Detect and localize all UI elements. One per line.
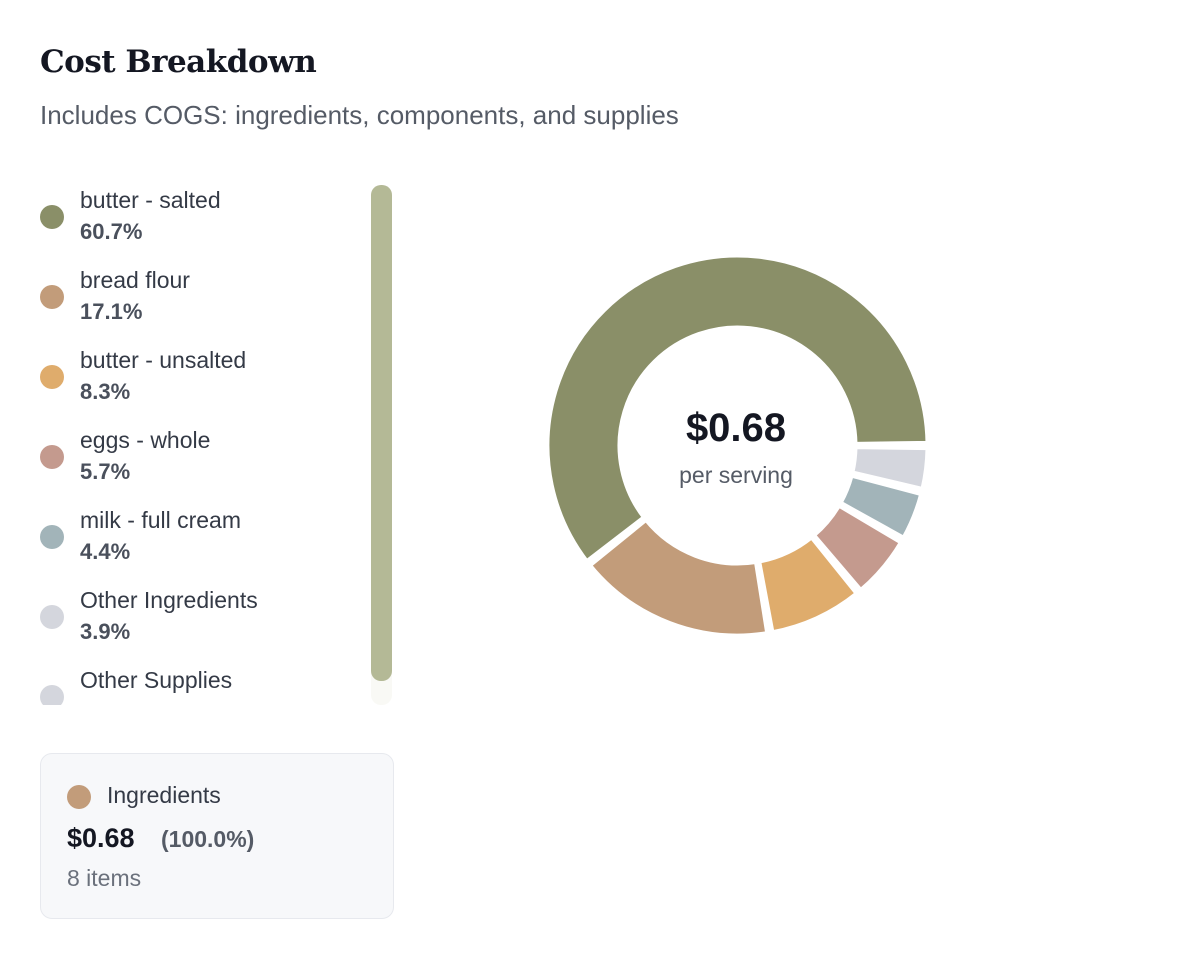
legend-item-name: butter - salted [80, 187, 221, 213]
legend-color-dot [40, 445, 64, 469]
donut-slice-bread-flour[interactable] [587, 517, 770, 638]
legend-item-percent: 4.4% [80, 539, 131, 564]
chart-title: Cost Breakdown [40, 44, 317, 80]
legend-item-percent: 3.9% [80, 619, 131, 644]
legend-color-dot [40, 205, 64, 229]
summary-label: Ingredients [107, 782, 221, 808]
legend-item[interactable]: Other Supplies [40, 665, 370, 705]
donut-chart: $0.68 per serving [545, 253, 930, 638]
summary-item-count: 8 items [67, 865, 142, 891]
legend-color-dot [40, 685, 64, 705]
legend-scrollbar[interactable] [371, 185, 392, 705]
center-cost-value: $0.68 [686, 406, 786, 450]
legend-item[interactable]: milk - full cream 4.4% [40, 505, 370, 585]
chart-subtitle: Includes COGS: ingredients, components, … [40, 100, 679, 130]
legend-item[interactable]: butter - salted 60.7% [40, 185, 370, 265]
legend-color-dot [40, 525, 64, 549]
legend-color-dot [40, 285, 64, 309]
legend-color-dot [40, 365, 64, 389]
legend-scrollbar-thumb[interactable] [371, 185, 392, 681]
legend-item[interactable]: Other Ingredients 3.9% [40, 585, 370, 665]
legend-item-name: Other Supplies [80, 667, 233, 693]
donut-slice-butter-salted[interactable] [545, 253, 930, 564]
center-cost-label: per serving [679, 462, 793, 488]
ingredients-color-dot [67, 785, 91, 809]
legend-item-name: butter - unsalted [80, 347, 247, 373]
legend-item[interactable]: bread flour 17.1% [40, 265, 370, 345]
donut-slice-milk-full-cream[interactable] [837, 473, 924, 541]
legend-item-percent: 17.1% [80, 299, 143, 324]
legend-list[interactable]: butter - salted 60.7% bread flour 17.1% butt… [40, 185, 370, 705]
donut-slice-other-ingredients[interactable] [849, 445, 930, 492]
summary-percent: (100.0%) [161, 826, 255, 852]
legend-item-percent: 8.3% [80, 379, 131, 404]
donut-slices [545, 253, 930, 638]
legend-item[interactable]: butter - unsalted 8.3% [40, 345, 370, 425]
legend-item-name: milk - full cream [80, 507, 242, 533]
ingredients-summary-card: Ingredients $0.68 (100.0%) 8 items [40, 753, 394, 919]
legend-item-percent: 5.7% [80, 459, 131, 484]
summary-amount: $0.68 [67, 823, 135, 853]
donut-slice-butter-unsalted[interactable] [756, 534, 860, 635]
legend-color-dot [40, 605, 64, 629]
legend-item[interactable]: eggs - whole 5.7% [40, 425, 370, 505]
legend-item-name: Other Ingredients [80, 587, 258, 613]
legend-item-name: bread flour [80, 267, 190, 293]
donut-slice-eggs-whole[interactable] [811, 502, 904, 593]
legend-item-name: eggs - whole [80, 427, 211, 453]
legend-item-percent: 60.7% [80, 219, 143, 244]
